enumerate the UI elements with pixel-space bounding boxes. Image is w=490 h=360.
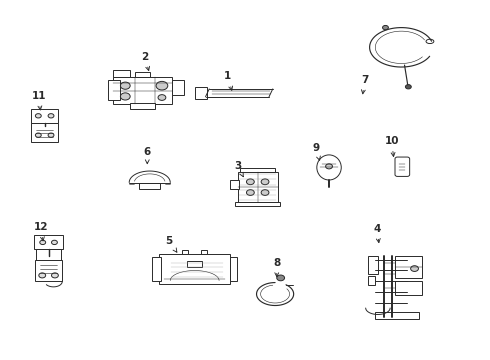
Text: 1: 1 (224, 71, 233, 90)
Bar (240, 168, 275, 172)
Ellipse shape (261, 179, 269, 185)
Ellipse shape (317, 155, 341, 180)
Text: 3: 3 (234, 161, 243, 177)
Bar (238, 172, 278, 202)
Bar (108, 80, 121, 100)
Bar (159, 254, 230, 284)
Bar (36, 249, 61, 260)
Ellipse shape (40, 240, 46, 244)
Ellipse shape (277, 275, 285, 281)
FancyBboxPatch shape (395, 157, 410, 176)
Ellipse shape (39, 273, 46, 278)
Ellipse shape (326, 164, 332, 169)
Ellipse shape (426, 39, 434, 44)
Bar (182, 250, 188, 254)
Ellipse shape (261, 190, 269, 195)
Bar (395, 281, 422, 296)
Bar (31, 109, 58, 123)
Ellipse shape (51, 273, 58, 278)
Text: 2: 2 (141, 51, 149, 71)
Bar (34, 235, 63, 249)
Ellipse shape (35, 133, 41, 137)
Ellipse shape (51, 240, 57, 244)
Text: 7: 7 (361, 75, 368, 94)
Ellipse shape (383, 26, 389, 30)
Bar (187, 261, 202, 267)
Bar (152, 257, 161, 280)
Bar (368, 256, 378, 274)
Bar (195, 87, 207, 99)
Bar (35, 260, 62, 282)
Ellipse shape (246, 179, 254, 185)
Ellipse shape (411, 266, 418, 271)
Text: 8: 8 (273, 258, 280, 276)
Bar (113, 77, 172, 104)
Bar (375, 312, 419, 319)
Bar (368, 276, 375, 285)
Ellipse shape (121, 82, 130, 89)
Bar (395, 256, 422, 278)
Bar (130, 103, 155, 109)
Bar (140, 183, 160, 189)
Bar (230, 180, 239, 189)
Text: 11: 11 (31, 91, 46, 110)
Text: 9: 9 (312, 143, 320, 160)
Ellipse shape (35, 114, 41, 118)
Ellipse shape (246, 190, 254, 195)
Text: 6: 6 (144, 147, 151, 164)
Ellipse shape (48, 133, 54, 137)
Bar (230, 257, 238, 280)
Ellipse shape (405, 85, 411, 89)
Bar (31, 123, 58, 142)
Bar (172, 80, 184, 95)
Ellipse shape (156, 81, 168, 90)
Bar (113, 70, 130, 77)
Ellipse shape (48, 114, 54, 118)
Text: 10: 10 (384, 136, 399, 157)
Ellipse shape (121, 93, 130, 100)
Text: 12: 12 (33, 222, 48, 241)
Text: 4: 4 (373, 224, 381, 243)
Bar (135, 72, 150, 77)
Bar (235, 202, 280, 206)
Bar (201, 250, 207, 254)
Ellipse shape (158, 95, 166, 100)
Text: 5: 5 (166, 237, 177, 252)
